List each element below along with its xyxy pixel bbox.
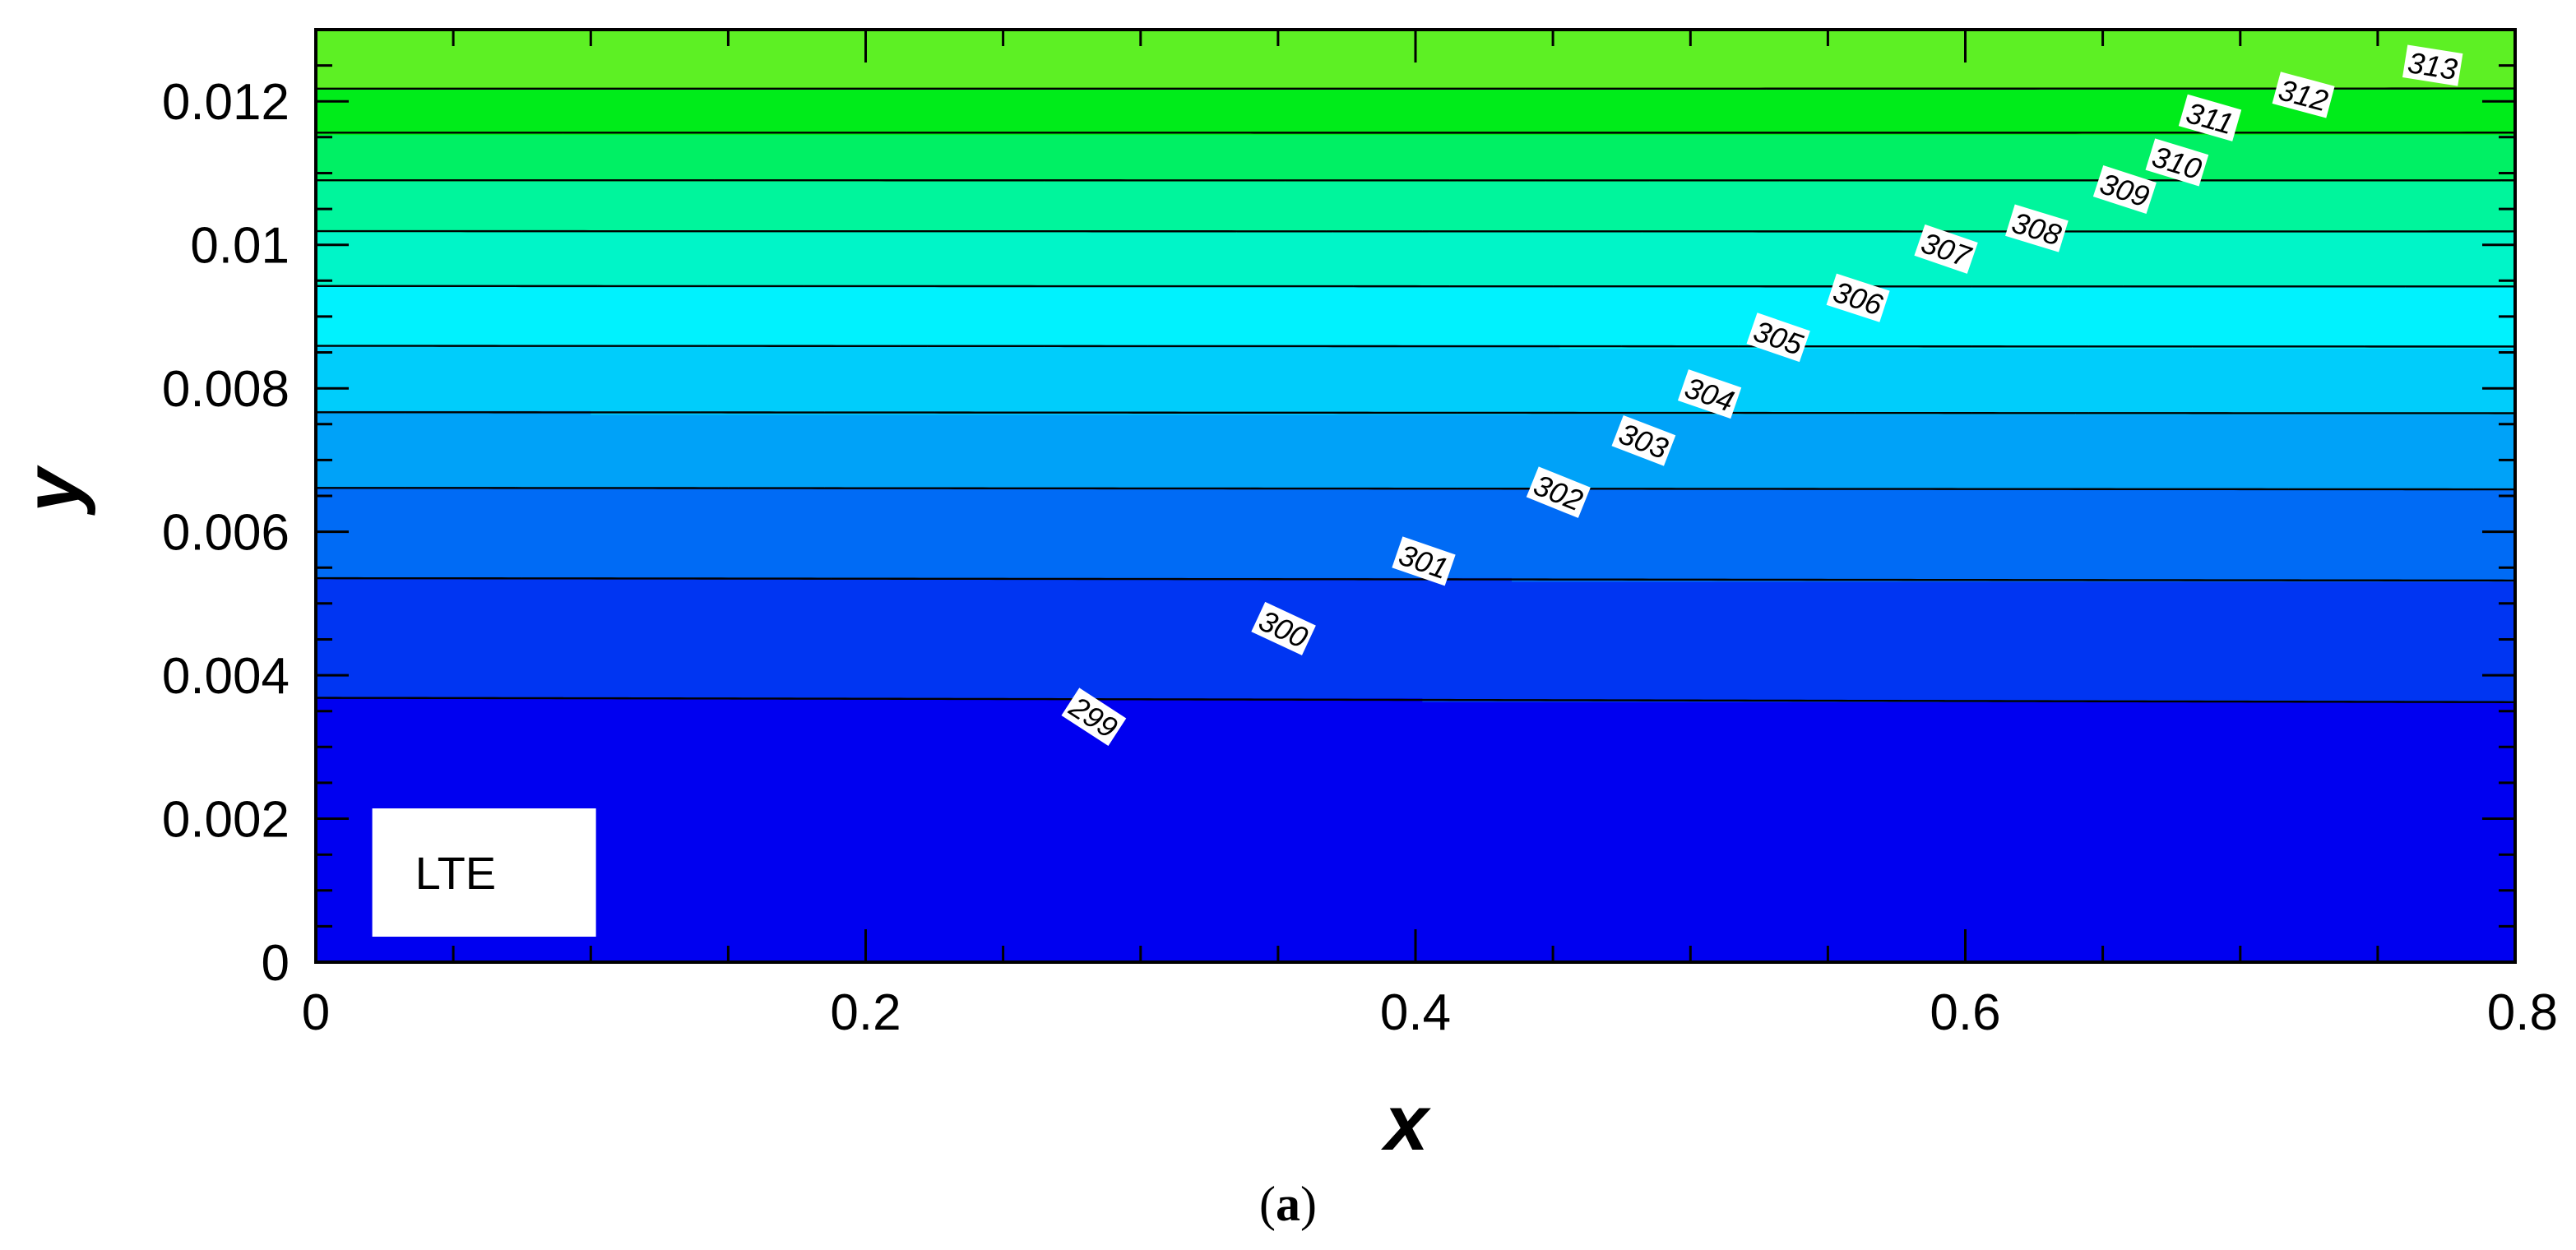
contour-band <box>316 181 2516 232</box>
x-axis-title: x <box>1380 1079 1431 1167</box>
y-tick-label: 0.006 <box>162 505 290 562</box>
x-tick-label: 0.4 <box>1380 984 1451 1041</box>
x-tick-label: 0.8 <box>2487 984 2558 1041</box>
x-tick-label: 0.6 <box>1930 984 2000 1041</box>
y-axis-title: y <box>8 465 96 516</box>
y-tick-label: 0.002 <box>162 792 290 849</box>
figure-caption: (a) <box>1259 1177 1317 1231</box>
contour-band <box>316 577 2516 702</box>
caption-letter: a <box>1276 1177 1300 1231</box>
y-tick-label: 0.012 <box>162 74 290 131</box>
contour-line-302 <box>316 412 2515 413</box>
contour-band <box>316 286 2516 349</box>
contour-band <box>316 698 2516 963</box>
y-tick-label: 0 <box>262 935 290 992</box>
annotation-label: LTE <box>415 847 497 899</box>
y-tick-label: 0.008 <box>162 361 290 418</box>
caption-open: ( <box>1259 1177 1276 1231</box>
caption-close: ) <box>1300 1177 1317 1231</box>
y-tick-label: 0.01 <box>190 218 290 275</box>
contour-band <box>316 410 2516 488</box>
contour-line-304 <box>316 286 2515 287</box>
annotation-box: LTE <box>373 808 596 937</box>
y-tick-label: 0.004 <box>162 648 290 705</box>
x-tick-label: 0 <box>302 984 330 1041</box>
x-tick-label: 0.2 <box>830 984 901 1041</box>
contour-band <box>316 232 2516 287</box>
contour-line-303 <box>316 346 2515 347</box>
contour-band <box>316 345 2516 415</box>
